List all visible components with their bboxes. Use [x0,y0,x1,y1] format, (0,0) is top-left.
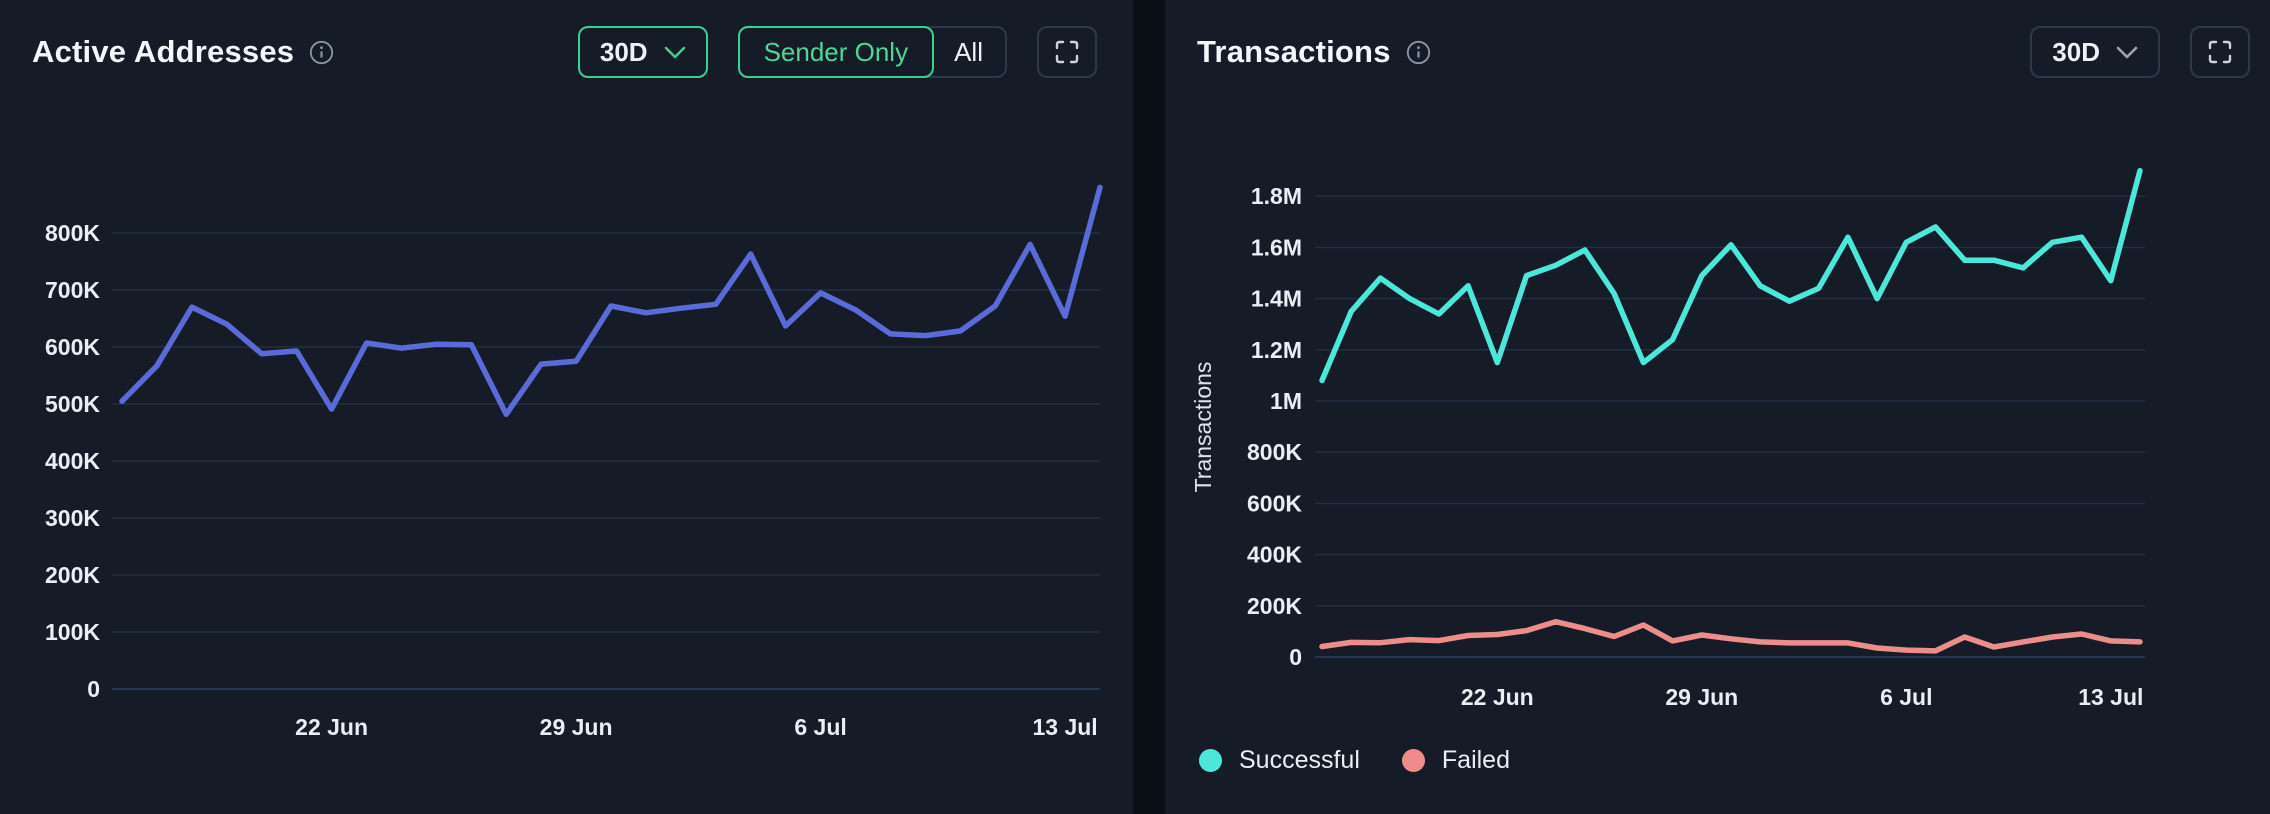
legend-label-successful: Successful [1239,746,1360,774]
panel-title-active-addresses: Active Addresses [32,34,295,69]
x-tick-label: 13 Jul [2078,684,2143,710]
y-tick-label: 200K [45,562,100,588]
y-tick-label: 400K [45,448,100,474]
x-tick-label: 13 Jul [1032,714,1097,740]
transactions-header: Transactions 30D [1165,0,2270,78]
chart-legend: Successful Failed [1199,746,1510,775]
info-icon[interactable] [1405,39,1432,66]
series-line-successful [1319,167,2143,384]
series-line-failed [1319,618,2143,654]
y-tick-label: 200K [1247,593,1302,619]
series-line-active-addresses [119,184,1103,418]
transactions-panel: Transactions 30D [1165,0,2270,814]
fullscreen-icon [1053,38,1081,66]
y-tick-label: 600K [1247,490,1302,516]
range-selector-value: 30D [599,36,648,67]
range-selector-button[interactable]: 30D [2030,26,2160,78]
y-tick-label: 800K [1247,439,1302,465]
panel-title-transactions: Transactions [1197,34,1391,69]
y-tick-label: 0 [87,676,100,702]
legend-dot-failed [1401,749,1425,772]
y-tick-label: 1.2M [1251,337,1302,363]
y-tick-label: 300K [45,505,100,531]
legend-item-failed[interactable]: Failed [1401,746,1510,775]
x-tick-label: 6 Jul [794,714,846,740]
fullscreen-button[interactable] [1037,26,1097,78]
fullscreen-icon [2206,38,2234,66]
chevron-down-icon [664,46,686,59]
y-tick-label: 800K [45,220,100,246]
x-tick-label: 22 Jun [295,714,368,740]
x-tick-label: 22 Jun [1461,684,1534,710]
y-tick-label: 400K [1247,542,1302,568]
y-tick-label: 1.4M [1251,286,1302,312]
y-tick-label: 1.6M [1251,234,1302,260]
x-tick-label: 29 Jun [540,714,613,740]
active-addresses-header: Active Addresses 30D [0,0,1133,78]
toggle-all[interactable]: All [932,26,1005,78]
active-addresses-panel: Active Addresses 30D [0,0,1133,814]
y-tick-label: 1M [1270,388,1302,414]
legend-item-successful[interactable]: Successful [1199,746,1360,775]
y-tick-label: 600K [45,334,100,360]
y-tick-label: 500K [45,391,100,417]
y-tick-label: 700K [45,277,100,303]
range-selector-button[interactable]: 30D [577,26,708,78]
fullscreen-button[interactable] [2190,26,2250,78]
y-tick-label: 1.8M [1251,183,1302,209]
legend-label-failed: Failed [1441,746,1510,774]
y-tick-label: 0 [1289,644,1302,670]
x-tick-label: 29 Jun [1665,684,1738,710]
y-axis-title: Transactions [1190,362,1216,493]
transactions-chart[interactable]: 0 200K 400K 600K 800K 1M 1.2M 1.4M 1.6M 1.8M 22 Ju… [1165,0,2270,814]
info-icon[interactable] [308,39,335,66]
toggle-sender-only[interactable]: Sender Only [737,26,935,78]
range-selector-value: 30D [2052,36,2100,67]
active-addresses-chart[interactable]: 0 100K 200K 300K 400K 500K 600K 700K 800K 22 Jun 2… [0,0,1133,814]
y-tick-label: 100K [45,619,100,645]
legend-dot-successful [1199,749,1222,772]
sender-filter-toggle: Sender Only All [737,26,1007,78]
chevron-down-icon [2116,46,2138,59]
x-tick-label: 6 Jul [1880,684,1932,710]
